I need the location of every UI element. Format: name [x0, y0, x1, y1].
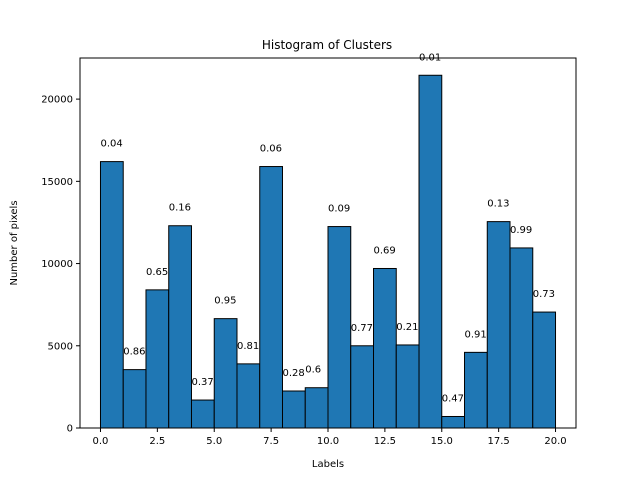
- y-tick-label: 20000: [41, 95, 73, 106]
- bar-value-label: 0.16: [169, 203, 191, 214]
- histogram-bar: [213, 318, 238, 429]
- histogram-bar: [350, 345, 375, 429]
- x-axis-ticks: 0.0 2.5 5.0 7.5 10.0 12.5 15.0 17.5 20.0: [93, 428, 567, 447]
- x-tick-label: 20.0: [544, 436, 566, 447]
- bar-value-label: 0.21: [396, 322, 418, 333]
- histogram-bar: [168, 225, 192, 429]
- bars-group: [99, 74, 557, 429]
- histogram-bar: [281, 390, 306, 429]
- y-axis-label: Number of pixels: [9, 200, 20, 285]
- x-tick-label: 12.5: [374, 436, 396, 447]
- bar-labels-group: 0.04 0.86 0.65 0.16 0.37 0.95 0.81 0.06 0.28 0.6 0…: [100, 52, 555, 404]
- bar-value-label: 0.37: [191, 377, 213, 388]
- histogram-bar: [259, 166, 283, 429]
- bar-value-label: 0.06: [260, 144, 282, 155]
- y-tick-label: 0: [67, 424, 73, 435]
- bar-value-label: 0.47: [442, 393, 464, 404]
- chart-title: Histogram of Clusters: [262, 38, 392, 52]
- histogram-bar: [99, 161, 124, 429]
- x-tick-label: 7.5: [263, 436, 279, 447]
- histogram-bar: [532, 311, 557, 429]
- bar-value-label: 0.65: [146, 267, 168, 278]
- x-axis-label: Labels: [312, 459, 344, 470]
- bar-value-label: 0.28: [282, 368, 304, 379]
- histogram-bar: [509, 247, 534, 429]
- histogram-bar: [486, 221, 511, 429]
- histogram-bar: [464, 351, 488, 429]
- bar-value-label: 0.77: [351, 323, 373, 334]
- histogram-bar: [304, 387, 329, 429]
- y-tick-label: 10000: [41, 259, 73, 270]
- histogram-bar: [418, 74, 443, 429]
- bar-value-label: 0.69: [374, 245, 396, 256]
- x-tick-label: 15.0: [431, 436, 453, 447]
- histogram-bar: [190, 399, 215, 429]
- histogram-bar: [373, 267, 397, 429]
- bar-value-label: 0.95: [214, 296, 236, 307]
- bar-value-label: 0.73: [533, 289, 555, 300]
- y-tick-label: 15000: [41, 177, 73, 188]
- bar-value-label: 0.6: [305, 365, 321, 376]
- histogram-bar: [236, 363, 261, 429]
- histogram-bar: [145, 289, 170, 429]
- y-tick-label: 5000: [48, 341, 73, 352]
- bar-value-label: 0.09: [328, 204, 350, 215]
- x-tick-label: 17.5: [488, 436, 510, 447]
- bar-value-label: 0.86: [123, 347, 145, 358]
- y-axis-ticks: 0 5000 10000 15000 20000: [41, 95, 80, 435]
- histogram-bar: [122, 369, 147, 429]
- bar-value-label: 0.04: [100, 139, 122, 150]
- x-tick-label: 2.5: [149, 436, 165, 447]
- bar-value-label: 0.99: [510, 225, 532, 236]
- x-tick-label: 5.0: [206, 436, 222, 447]
- bar-value-label: 0.13: [487, 199, 509, 210]
- x-tick-label: 0.0: [93, 436, 109, 447]
- bar-value-label: 0.91: [465, 329, 487, 340]
- histogram-bar: [395, 344, 420, 429]
- histogram-bar: [441, 415, 466, 429]
- histogram-bar: [327, 226, 352, 429]
- bar-value-label: 0.81: [237, 341, 259, 352]
- x-tick-label: 10.0: [317, 436, 339, 447]
